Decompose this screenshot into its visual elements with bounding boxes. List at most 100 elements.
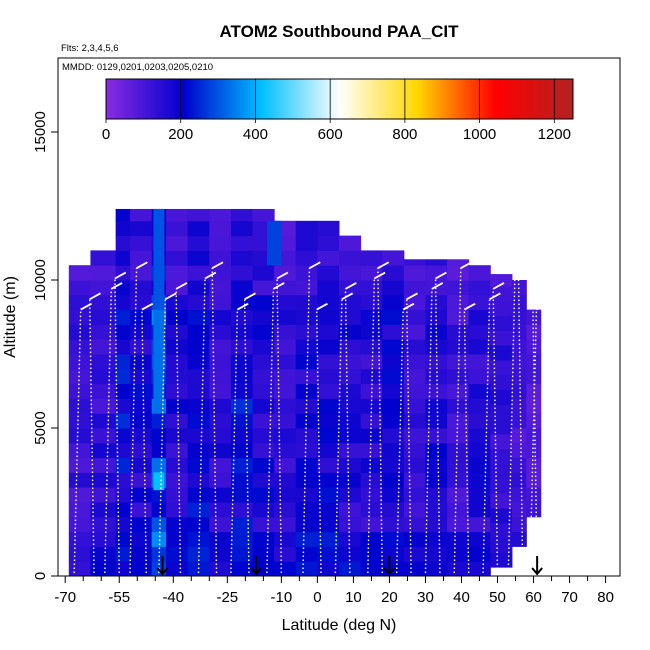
- heatmap-cell: [115, 413, 131, 429]
- x-tick-label: 30: [417, 589, 434, 606]
- flight-cruise-segment: [273, 282, 285, 290]
- flight-profile: [492, 288, 499, 574]
- heatmap-cell: [68, 294, 91, 311]
- heatmap-cell: [90, 472, 117, 488]
- heatmap-layer: [68, 208, 542, 577]
- heatmap-cell: [187, 457, 210, 473]
- heatmap-cell: [209, 208, 232, 222]
- heatmap-cell: [490, 404, 513, 420]
- heatmap-cell: [526, 354, 542, 370]
- heatmap-cell: [90, 309, 117, 325]
- plot-frame: [57, 57, 621, 577]
- heatmap-cell: [274, 368, 297, 385]
- heatmap-cell: [166, 294, 189, 311]
- heatmap-cell: [68, 546, 91, 562]
- heatmap-cell: [151, 457, 167, 473]
- heatmap-cell: [490, 374, 513, 391]
- heatmap-cell: [317, 339, 340, 355]
- flight-cruise-segment: [141, 302, 154, 311]
- heatmap-cell: [317, 502, 340, 518]
- y-tick-label: 5000: [32, 411, 49, 444]
- heatmap-cell: [252, 265, 275, 281]
- arrow-marker: [531, 556, 543, 576]
- heatmap-cell: [382, 354, 405, 370]
- heatmap-cell: [295, 398, 318, 414]
- heatmap-cell: [274, 383, 297, 399]
- heatmap-cell: [252, 294, 275, 311]
- heatmap-cell: [317, 561, 340, 577]
- y-tick-label: 0: [32, 572, 49, 580]
- heatmap-cell: [115, 531, 131, 547]
- heatmap-cell: [68, 354, 91, 370]
- heatmap-cell: [115, 294, 131, 311]
- heatmap-cell: [447, 398, 470, 414]
- x-tick-label: 50: [489, 589, 506, 606]
- arrow-marker: [250, 556, 262, 576]
- chart-title: ATOM2 Southbound PAA_CIT: [220, 22, 460, 41]
- heatmap-cell: [230, 280, 254, 296]
- colorbar-tick-label: 1000: [463, 126, 496, 143]
- heatmap-cell: [526, 472, 542, 488]
- colorbar-tick-label: 200: [168, 126, 193, 143]
- heatmap-cell: [425, 383, 448, 399]
- heatmap-cell: [382, 413, 405, 429]
- heatmap-cell: [130, 280, 153, 296]
- heatmap-cell: [151, 502, 167, 518]
- heatmap-cell: [68, 472, 91, 488]
- flight-profile: [453, 268, 462, 574]
- heatmap-cell: [115, 368, 131, 385]
- heatmap-cell: [317, 383, 340, 399]
- heatmap-cell: [130, 265, 153, 281]
- heatmap-cell: [115, 398, 131, 414]
- x-tick-label: -55: [108, 589, 130, 606]
- heatmap-cell: [382, 428, 405, 444]
- heatmap-cell: [252, 472, 275, 488]
- heatmap-cell: [295, 457, 318, 473]
- heatmap-cell: [209, 339, 232, 355]
- flight-cruise-segment: [316, 302, 328, 311]
- heatmap-cell: [339, 250, 362, 266]
- heatmap-cell: [403, 339, 426, 355]
- heatmap-cell: [468, 339, 491, 355]
- heatmap-cell: [230, 516, 254, 533]
- heatmap-cell: [209, 502, 232, 518]
- heatmap-cell: [403, 324, 426, 340]
- heatmap-cell: [447, 309, 470, 325]
- heatmap-cell: [130, 531, 153, 547]
- heatmap-cell: [360, 457, 383, 473]
- heatmap-cell: [274, 354, 297, 370]
- flight-profile: [266, 288, 275, 574]
- heatmap-cell: [447, 383, 470, 399]
- heatmap-cell: [68, 516, 91, 533]
- heatmap-cell: [317, 324, 340, 340]
- heatmap-cell: [166, 354, 189, 370]
- heatmap-cell: [274, 398, 297, 414]
- heatmap-cell: [403, 531, 426, 547]
- heatmap-cell: [274, 457, 297, 473]
- heatmap-cell: [187, 235, 210, 251]
- heatmap-cell: [90, 368, 117, 385]
- heatmap-cell: [90, 457, 117, 473]
- heatmap-cell: [166, 208, 189, 222]
- heatmap-cell: [187, 368, 210, 385]
- heatmap-cell: [252, 383, 275, 399]
- flight-profile: [175, 288, 182, 574]
- heatmap-cell: [90, 487, 117, 503]
- heatmap-cell: [90, 502, 117, 518]
- heatmap-cell: [130, 398, 153, 414]
- heatmap-cell: [526, 442, 542, 459]
- heatmap-cell: [151, 413, 167, 429]
- heatmap-cell: [115, 235, 131, 251]
- heatmap-cell: [511, 354, 527, 370]
- heatmap-cell: [490, 274, 513, 287]
- heatmap-cell: [511, 531, 527, 547]
- flight-cruise-segment: [402, 302, 415, 311]
- flight-cruise-segment: [309, 261, 321, 269]
- heatmap-cell: [166, 516, 189, 533]
- heatmap-cell: [274, 516, 297, 533]
- heatmap-cell: [252, 339, 275, 355]
- heatmap-cell: [274, 280, 297, 296]
- x-tick-label: -10: [271, 589, 293, 606]
- flight-profile: [89, 299, 95, 574]
- heatmap-cell: [317, 368, 340, 385]
